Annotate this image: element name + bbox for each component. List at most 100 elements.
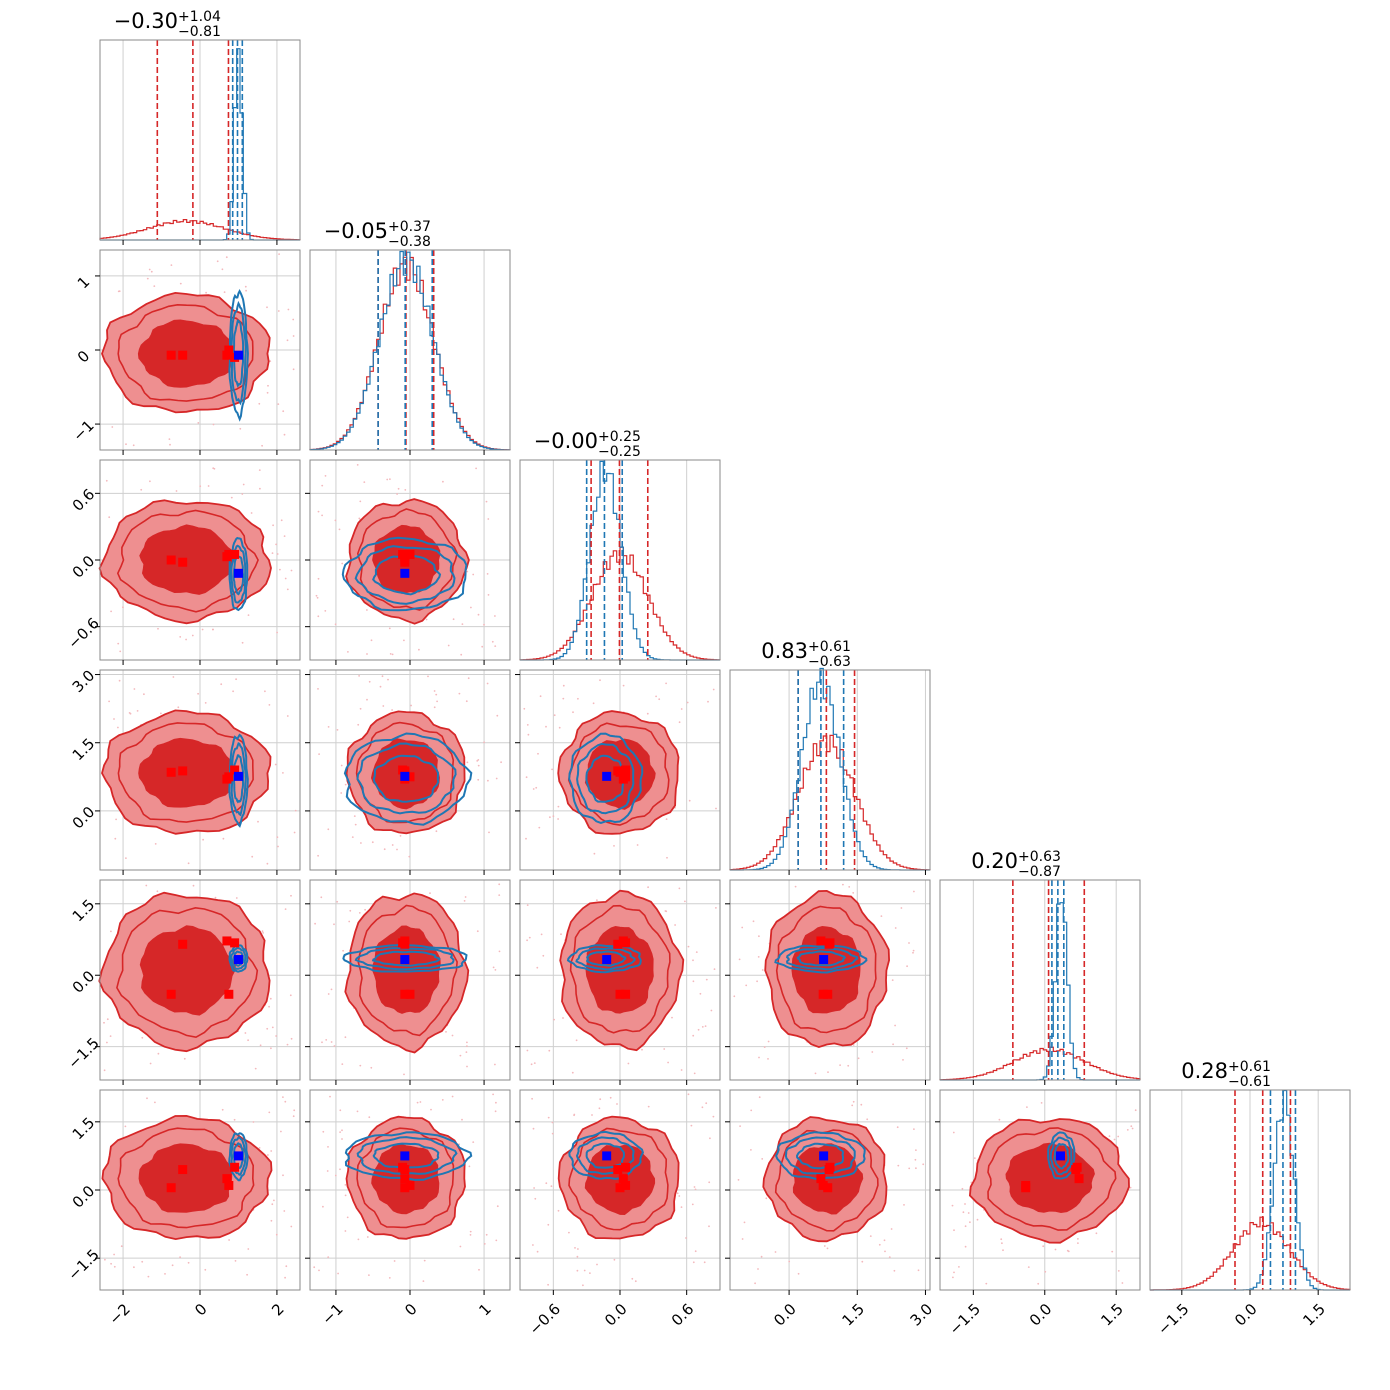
scatter-point <box>878 1243 881 1246</box>
scatter-point <box>952 1276 954 1279</box>
marker-red-4 <box>398 1162 408 1172</box>
scatter-point <box>175 490 178 492</box>
scatter-point <box>463 900 466 902</box>
scatter-point <box>370 1066 373 1069</box>
contour-blue-0 <box>1047 1131 1076 1180</box>
scatter-point <box>278 253 280 256</box>
scatter-point <box>276 631 278 634</box>
contour-blue-2 <box>232 553 245 596</box>
scatter-point <box>292 368 295 371</box>
scatter-point <box>952 1131 955 1134</box>
scatter-point <box>322 1205 324 1208</box>
scatter-point <box>103 1021 105 1024</box>
scatter-point <box>680 1069 683 1071</box>
contour-blue-0 <box>568 732 644 824</box>
y-tick-label-0: −1 <box>69 417 97 445</box>
marker-red-1 <box>178 939 188 949</box>
scatter-point <box>416 1101 419 1104</box>
scatter-point <box>254 1067 257 1070</box>
scatter-point <box>290 894 292 897</box>
marker-blue <box>233 771 243 781</box>
scatter-point <box>591 1114 593 1116</box>
scatter-point <box>290 1225 293 1228</box>
scatter-point <box>701 1106 704 1109</box>
scatter-point <box>498 894 501 896</box>
scatter-point <box>891 979 894 981</box>
hist-red-4 <box>939 1046 1141 1081</box>
scatter-point <box>641 1048 643 1051</box>
y-tick-label-1: 0.0 <box>69 552 99 582</box>
scatter-point <box>344 1036 347 1039</box>
scatter-point <box>794 885 797 888</box>
scatter-point <box>1001 1242 1003 1245</box>
scatter-point <box>693 1186 696 1188</box>
scatter-point <box>244 1032 247 1034</box>
marker-red-0 <box>615 989 625 999</box>
scatter-point <box>317 510 320 513</box>
scatter-point <box>905 1047 908 1050</box>
scatter-point <box>461 1118 463 1121</box>
scatter-point <box>353 815 356 817</box>
scatter-point <box>765 1197 768 1200</box>
scatter-point <box>324 475 327 477</box>
scatter-point <box>616 1103 618 1105</box>
scatter-point <box>275 1233 278 1236</box>
scatter-point <box>466 1041 468 1044</box>
scatter-point <box>327 726 330 728</box>
scatter-point <box>704 1025 707 1027</box>
scatter-point <box>896 1126 899 1129</box>
scatter-point <box>140 488 143 491</box>
scatter-point <box>383 848 386 851</box>
scatter-point <box>693 1072 696 1075</box>
scatter-point <box>149 480 151 483</box>
scatter-point <box>391 709 393 711</box>
scatter-point <box>329 1095 331 1098</box>
scatter-point <box>284 1100 287 1103</box>
scatter-point <box>893 1269 896 1272</box>
marker-red-0 <box>166 767 176 777</box>
scatter-point <box>494 615 496 617</box>
scatter-point <box>277 403 280 405</box>
scatter-point <box>964 1225 967 1228</box>
y-tick-label-1: 0.0 <box>69 967 99 997</box>
scatter-point <box>370 639 373 642</box>
scatter-point <box>326 1170 329 1172</box>
marker-red-3 <box>224 1180 234 1190</box>
scatter-point <box>631 1277 634 1280</box>
scatter-point <box>241 493 244 495</box>
scatter-point <box>221 1108 224 1111</box>
scatter-point <box>869 1235 872 1237</box>
scatter-point <box>391 844 394 846</box>
scatter-point <box>575 1039 578 1042</box>
scatter-point <box>241 641 244 644</box>
scatter-point <box>1126 1129 1129 1131</box>
scatter-point <box>973 1157 976 1159</box>
contour-blue-1 <box>1049 1136 1073 1176</box>
scatter-point <box>582 1284 584 1287</box>
scatter-point <box>922 1163 925 1166</box>
scatter-point <box>379 685 382 688</box>
scatter-point <box>436 700 438 703</box>
scatter-point <box>487 594 490 596</box>
scatter-point <box>325 1039 328 1041</box>
scatter-point <box>150 270 153 273</box>
marker-red-3 <box>405 1180 415 1190</box>
scatter-point <box>969 1221 971 1224</box>
scatter-point <box>557 818 559 820</box>
marker-red-3 <box>405 549 415 559</box>
contour-blue-1 <box>230 1136 247 1176</box>
scatter-point <box>847 1064 850 1067</box>
scatter-point <box>488 831 490 834</box>
scatter-point <box>117 642 120 645</box>
scatter-point <box>245 289 248 292</box>
scatter-point <box>284 1276 286 1279</box>
scatter-point <box>334 519 337 522</box>
x-tick-label-0: −0.6 <box>526 1300 564 1338</box>
panel-4-2 <box>515 879 721 1085</box>
scatter-point <box>647 1105 650 1108</box>
scatter-point <box>574 1247 576 1249</box>
scatter-point <box>228 1239 231 1241</box>
scatter-point <box>530 1063 533 1066</box>
scatter-point <box>906 965 908 968</box>
scatter-point <box>894 927 897 929</box>
